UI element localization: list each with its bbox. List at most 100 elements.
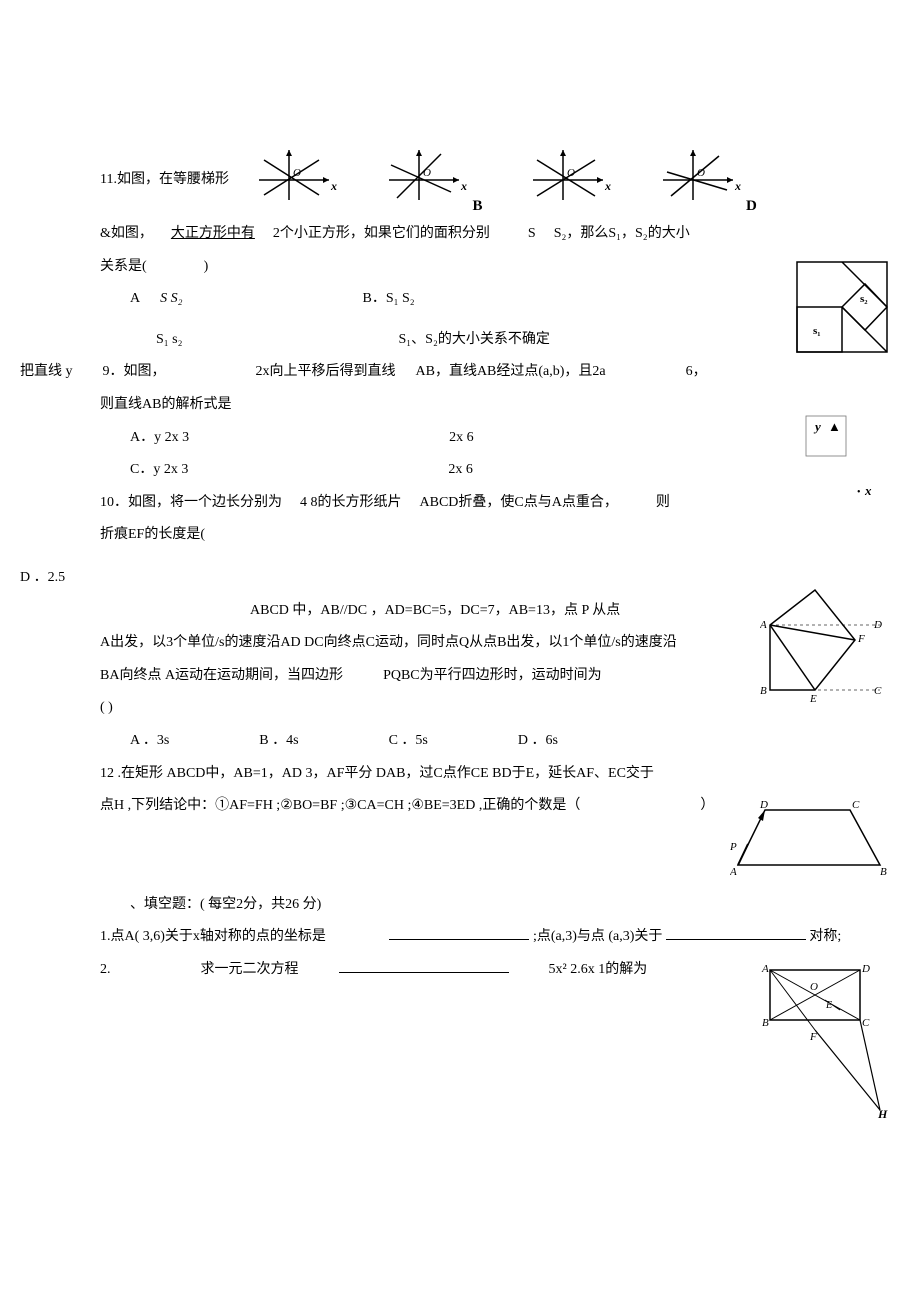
q9-line1: 把直线 y 9．如图， 2x向上平移后得到直线 AB，直线AB经过点(a,b)，… <box>20 359 900 386</box>
svg-text:O: O <box>423 167 431 179</box>
axis-figure-a: O x <box>249 140 339 215</box>
svg-text:O: O <box>697 167 705 179</box>
axis-svg-b: O x <box>379 140 469 210</box>
q11-l3b: PQBC为平行四边形时，运动时间为 <box>383 663 602 690</box>
q11-optD: D ．6s <box>518 728 558 755</box>
svg-text:s₂: s₂ <box>860 293 868 305</box>
q11-optC: C ．5s <box>389 728 428 755</box>
fill-2a: 2. <box>100 957 111 984</box>
svg-text:F: F <box>857 633 865 645</box>
svg-text:A: A <box>760 619 767 631</box>
q9-optC: C．y 2x 3 <box>130 457 188 484</box>
two-squares-figure: s₁ s₂ <box>795 260 890 360</box>
axis-label-b: B <box>472 198 482 214</box>
exam-page: 11.如图，在等腰梯形 O x <box>0 0 920 1029</box>
q8-line2: 关系是( ) <box>100 254 900 281</box>
fold-rectangle-figure: A B E C D F <box>760 580 890 715</box>
svg-text:E: E <box>825 1000 832 1011</box>
svg-text:C: C <box>862 1017 870 1029</box>
svg-text:B: B <box>880 866 887 878</box>
svg-text:O: O <box>293 167 301 179</box>
svg-text:F: F <box>809 1031 817 1043</box>
svg-text:P: P <box>730 841 737 853</box>
q9-optC-r: 2x 6 <box>448 457 473 484</box>
fill-2c: 5x² 2.6x 1的解为 <box>549 957 648 984</box>
rectangle-h-figure: A D B C O E F H <box>760 960 890 1125</box>
svg-text:D: D <box>759 800 768 811</box>
q10-optD-text: D ．2.5 <box>20 570 65 585</box>
svg-text:x: x <box>460 179 467 193</box>
q8-opts-cd: S₁ s₂ S₁、S₂的大小关系不确定 <box>130 327 900 354</box>
fill-header-text: 、填空题：( 每空2分，共26 分) <box>130 897 321 912</box>
fill-1b: ;点(a,3)与点 (a,3)关于 <box>533 929 662 944</box>
q11-optA: A ．3s <box>130 728 169 755</box>
blank-3[interactable] <box>339 958 509 973</box>
q12-l2a: 点H ,下列结论中：①AF=FH ;②BO=BF ;③CA=CH ;④BE=3E… <box>100 793 580 820</box>
svg-text:B: B <box>760 685 767 697</box>
svg-text:x: x <box>734 179 741 193</box>
svg-text:O: O <box>567 167 575 179</box>
q9-seg2: AB，直线AB经过点(a,b)，且2a <box>416 359 606 386</box>
q9-optA: A．y 2x 3 <box>130 425 189 452</box>
svg-text:s₁: s₁ <box>813 325 821 337</box>
svg-text:E: E <box>809 693 817 705</box>
q10-line2: 折痕EF的长度是( <box>100 522 900 549</box>
q10-l1b: 4 8的长方形纸片 <box>300 490 402 517</box>
q9-left-label: 把直线 y <box>20 359 73 386</box>
svg-text:▲: ▲ <box>828 419 841 434</box>
fill-1a: 1.点A( 3,6)关于x轴对称的点的坐标是 <box>100 929 326 944</box>
q11-options: A ．3s B ．4s C ．5s D ．6s <box>130 728 900 755</box>
fill-1c: 对称; <box>809 929 841 944</box>
fill-2b: 求一元二次方程 <box>201 957 299 984</box>
svg-text:H: H <box>877 1107 888 1120</box>
svg-text:y: y <box>813 419 821 434</box>
q12-l2b: ） <box>700 793 714 820</box>
svg-text:D: D <box>861 963 870 975</box>
q9-lead: 9．如图， <box>103 359 166 386</box>
axis-figure-d: O x D <box>653 140 757 215</box>
q12-l1: 12 .在矩形 ABCD中，AB=1，AD 3，AF平分 DAB，过C点作CE … <box>100 766 654 781</box>
q8-close: ) <box>204 259 209 274</box>
q8-optD: S₁、S₂的大小关系不确定 <box>399 327 550 354</box>
fill-header: 、填空题：( 每空2分，共26 分) <box>130 892 900 919</box>
axis-figure-set: O x O x B <box>249 140 757 215</box>
q8-optB: B．S₁ S₂ <box>363 286 415 313</box>
axis-svg-d: O x <box>653 140 743 210</box>
svg-text:B: B <box>762 1017 769 1029</box>
q8-optA: S S₂ <box>160 286 182 313</box>
q9-seg3: 6， <box>686 359 707 386</box>
q8-part1: 大正方形中有 <box>171 221 255 248</box>
svg-text:x: x <box>330 179 337 193</box>
q10-line1: 10．如图，将一个边长分别为 4 8的长方形纸片 ABCD折叠，使C点与A点重合… <box>100 490 900 517</box>
q11-l1: ABCD 中，AB//DC ，AD=BC=5，DC=7，AB=13，点 P 从点 <box>250 603 620 618</box>
svg-text:x: x <box>604 179 611 193</box>
svg-text:A: A <box>730 866 737 878</box>
q8-optA-pre: A <box>130 286 140 313</box>
svg-text:•: • <box>857 487 861 498</box>
svg-text:C: C <box>874 685 882 697</box>
q8-rel: 关系是( <box>100 259 147 274</box>
q10-l1a: 10．如图，将一个边长分别为 <box>100 490 282 517</box>
q9-optC-row: C．y 2x 3 2x 6 <box>130 457 900 484</box>
blank-1[interactable] <box>389 925 529 940</box>
q8-s2: S₂，那么S₁，S₂的大小 <box>554 221 690 248</box>
q12-line1: 12 .在矩形 ABCD中，AB=1，AD 3，AF平分 DAB，过C点作CE … <box>100 761 900 788</box>
q11-l3a: BA向终点 A运动在运动期间，当四边形 <box>100 663 343 690</box>
axis-svg-a: O x <box>249 140 339 210</box>
q8-count: 2个小正方形，如果它们的面积分别 <box>273 221 490 248</box>
axis-label-d: D <box>746 198 757 214</box>
q9-line2: 则直线AB的解析式是 <box>100 392 900 419</box>
axis-svg-c: O x <box>523 140 613 210</box>
trapezoid-figure: D C P A B <box>730 800 890 885</box>
q9-line2-text: 则直线AB的解析式是 <box>100 397 231 412</box>
q10-l1d: 则 <box>656 490 670 517</box>
blank-2[interactable] <box>666 925 806 940</box>
q10-l1c: ABCD折叠，使C点与A点重合， <box>420 490 618 517</box>
q8-optC: S₁ s₂ <box>156 327 183 354</box>
q8-opts-ab: A S S₂ B．S₁ S₂ <box>130 286 900 313</box>
xy-axes-figure: y ▲ x • <box>805 415 890 530</box>
q11-l2: A出发，以3个单位/s的速度沿AD DC向终点C运动，同时点Q从点B出发，以1个… <box>100 635 677 650</box>
q11-lead-row: 11.如图，在等腰梯形 O x <box>100 140 900 215</box>
svg-text:x: x <box>864 483 872 498</box>
svg-text:A: A <box>761 963 769 975</box>
